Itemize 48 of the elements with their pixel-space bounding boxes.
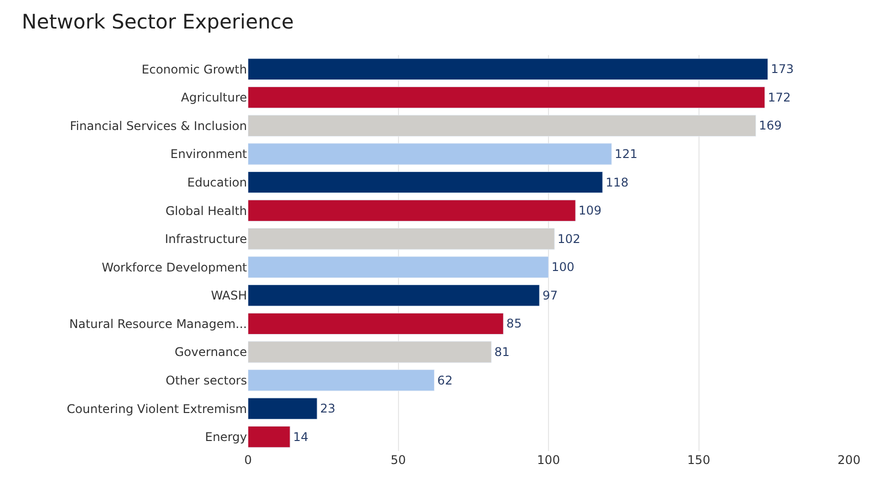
bar [248, 114, 756, 137]
data-label: 109 [578, 204, 602, 218]
y-tick-label: Environment [170, 147, 248, 162]
y-tick-label: Other sectors [166, 373, 247, 388]
data-label: 172 [768, 90, 791, 104]
chart-title: Network Sector Experience [22, 9, 294, 34]
y-tick-label: Global Health [166, 204, 247, 218]
data-label: 100 [552, 260, 574, 274]
y-tick-label: Education [187, 175, 247, 190]
bar [248, 86, 766, 108]
y-tick-label: Natural Resource Managem... [69, 316, 247, 331]
y-tick-label: Countering Violent Extremism [66, 402, 247, 416]
data-label: 173 [770, 62, 794, 76]
bar [248, 369, 435, 392]
data-label: 102 [558, 232, 580, 246]
bar [248, 284, 540, 306]
y-tick-label: Financial Services & Inclusion [70, 118, 247, 133]
bar [248, 256, 549, 278]
x-tick-label: 100 [537, 453, 560, 467]
x-tick-label: 50 [390, 453, 406, 467]
y-tick-label: Workforce Development [102, 260, 248, 274]
y-tick-label: Agriculture [181, 90, 247, 105]
data-label: 81 [494, 345, 510, 359]
bar [248, 426, 290, 448]
bar [248, 341, 492, 363]
data-label: 97 [542, 288, 558, 302]
x-tick-label: 150 [687, 453, 710, 467]
data-label: 85 [506, 316, 522, 331]
bar [248, 143, 612, 165]
bar [248, 312, 504, 335]
bar [248, 171, 603, 194]
x-tick-label: 200 [838, 453, 860, 467]
data-label: 121 [614, 147, 638, 161]
data-label: 169 [758, 118, 782, 133]
x-tick-label: 0 [244, 453, 252, 467]
y-tick-label: WASH [210, 288, 247, 303]
bar [248, 58, 768, 80]
bar [248, 200, 576, 222]
bar [248, 398, 318, 420]
data-label: 62 [437, 373, 453, 388]
y-tick-label: Energy [204, 430, 247, 444]
data-label: 118 [606, 175, 628, 190]
data-label: 14 [293, 430, 308, 444]
bar [248, 228, 555, 250]
data-label: 23 [320, 402, 336, 416]
y-tick-label: Infrastructure [164, 232, 247, 246]
y-tick-label: Governance [174, 345, 247, 360]
y-tick-label: Economic Growth [142, 62, 247, 76]
